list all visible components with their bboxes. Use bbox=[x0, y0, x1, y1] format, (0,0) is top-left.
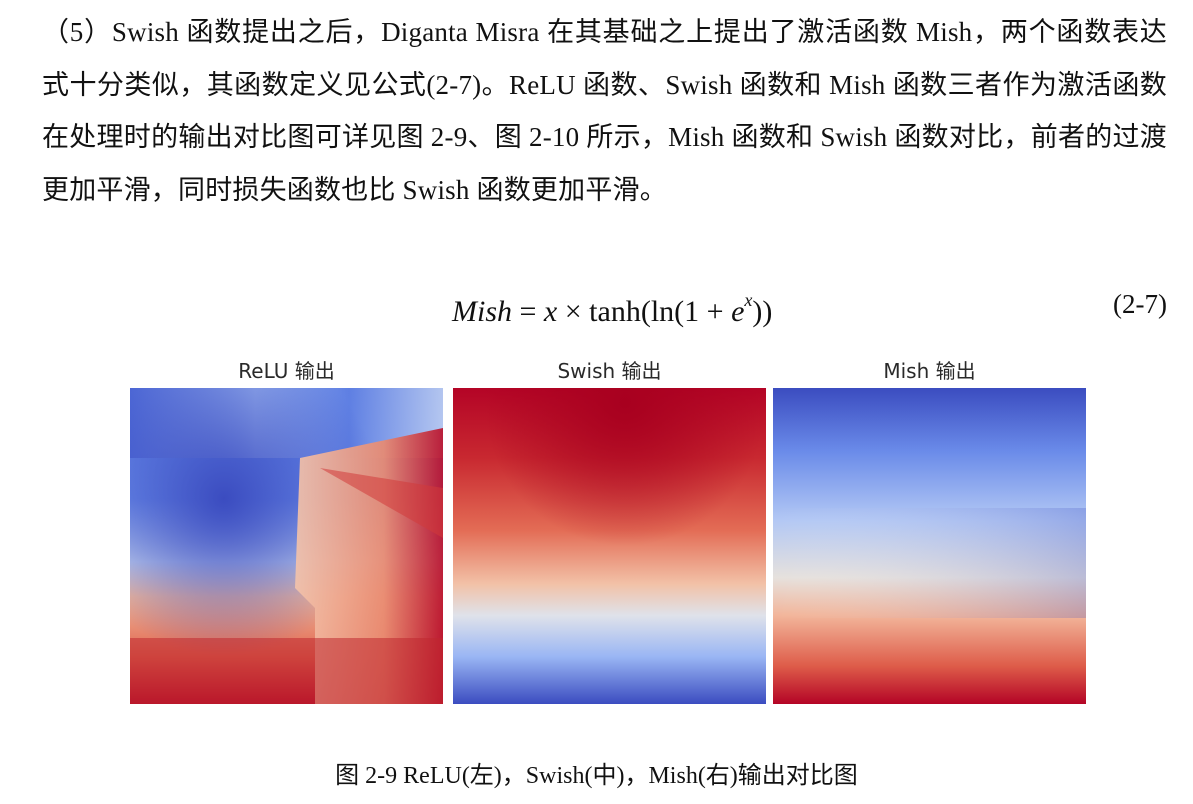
formula-body: tanh(ln(1 + bbox=[589, 295, 732, 328]
relu-output-heatmap bbox=[130, 388, 443, 704]
body-paragraph: （5）Swish 函数提出之后，Diganta Misra 在其基础之上提出了激… bbox=[42, 17, 1167, 205]
swish-panel-title: Swish 输出 bbox=[557, 359, 662, 383]
mish-panel-title: Mish 输出 bbox=[883, 359, 976, 383]
formula-close: )) bbox=[752, 295, 773, 328]
figure-caption: 图 2-9 ReLU(左)，Swish(中)，Mish(右)输出对比图 bbox=[335, 763, 858, 789]
formula-x: x bbox=[543, 295, 558, 328]
relu-panel-title: ReLU 输出 bbox=[238, 359, 335, 383]
formula-e: e bbox=[731, 295, 745, 328]
mish-output-heatmap bbox=[773, 388, 1086, 704]
swish-output-heatmap bbox=[453, 388, 766, 704]
equation-number: (2-7) bbox=[1113, 289, 1167, 319]
formula-row: Mish = x × tanh(ln(1 + ex)) (2-7) bbox=[42, 278, 1167, 330]
formula-exponent: x bbox=[744, 290, 753, 310]
formula-lhs: Mish bbox=[452, 295, 512, 328]
formula-equals: = bbox=[512, 295, 544, 328]
formula-times: × bbox=[557, 295, 590, 328]
mish-formula: Mish = x × tanh(ln(1 + ex)) bbox=[452, 278, 772, 338]
